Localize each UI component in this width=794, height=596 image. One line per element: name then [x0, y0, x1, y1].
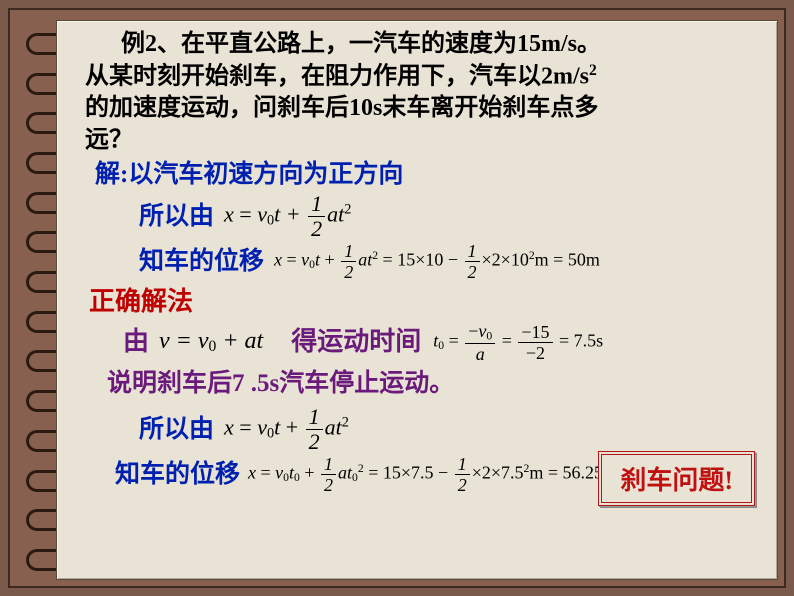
vel-formula: v = v0 + at [159, 326, 263, 358]
slide-content: 例2、在平直公路上，一汽车的速度为15m/s。 从某时刻开始刹车，在阻力作用下，… [85, 29, 765, 494]
formula-row-2: 所以由 x = v0t + 12at2 [139, 406, 765, 453]
t0-calc: t0 = −v0a = −15−2 = 7.5s [433, 322, 603, 363]
formula-row-1: 所以由 x = v0t + 12at2 [139, 193, 765, 240]
by: 由 [123, 325, 149, 359]
example-label: 例2、 [121, 31, 181, 57]
velocity-row: 由 v = v0 + at 得运动时间 t0 = −v0a = −15−2 = … [105, 322, 765, 363]
calc2: x = v0t0 + 12at02 = 15×7.5 − 12×2×7.52m … [248, 455, 617, 494]
badge-container: 刹车问题! [598, 451, 755, 506]
solution-header: 解:以汽车初速方向为正方向 [95, 158, 765, 191]
notebook-page: 例2、在平直公路上，一汽车的速度为15m/s。 从某时刻开始刹车，在阻力作用下，… [56, 20, 778, 580]
formula1: x = v0t + 12at2 [224, 193, 351, 240]
so-by: 所以由 [139, 200, 214, 233]
displacement-row-1: 知车的位移 x = v0t + 12at2 = 15×10 − 12×2×102… [139, 242, 765, 281]
know2: 知车的位移 [115, 458, 240, 491]
braking-badge: 刹车问题! [598, 451, 755, 506]
get-time: 得运动时间 [291, 325, 421, 359]
so-by2: 所以由 [139, 413, 214, 446]
know-disp: 知车的位移 [139, 245, 264, 278]
slide-frame: 例2、在平直公路上，一汽车的速度为15m/s。 从某时刻开始刹车，在阻力作用下，… [8, 8, 786, 588]
formula2: x = v0t + 12at2 [224, 406, 349, 453]
problem-line2: 从某时刻开始刹车，在阻力作用下，汽车以2m/s2 [85, 61, 765, 93]
calc1: x = v0t + 12at2 = 15×10 − 12×2×102m = 50… [274, 242, 600, 281]
problem-line4: 远？ [85, 125, 765, 157]
stop-text: 说明刹车后7 .5s汽车停止运动。 [107, 367, 765, 400]
problem-text: 例2、在平直公路上，一汽车的速度为15m/s。 [85, 29, 765, 61]
correct-header: 正确解法 [89, 285, 765, 319]
problem-line3: 的加速度运动，问刹车后10s末车离开始刹车点多 [85, 93, 765, 125]
